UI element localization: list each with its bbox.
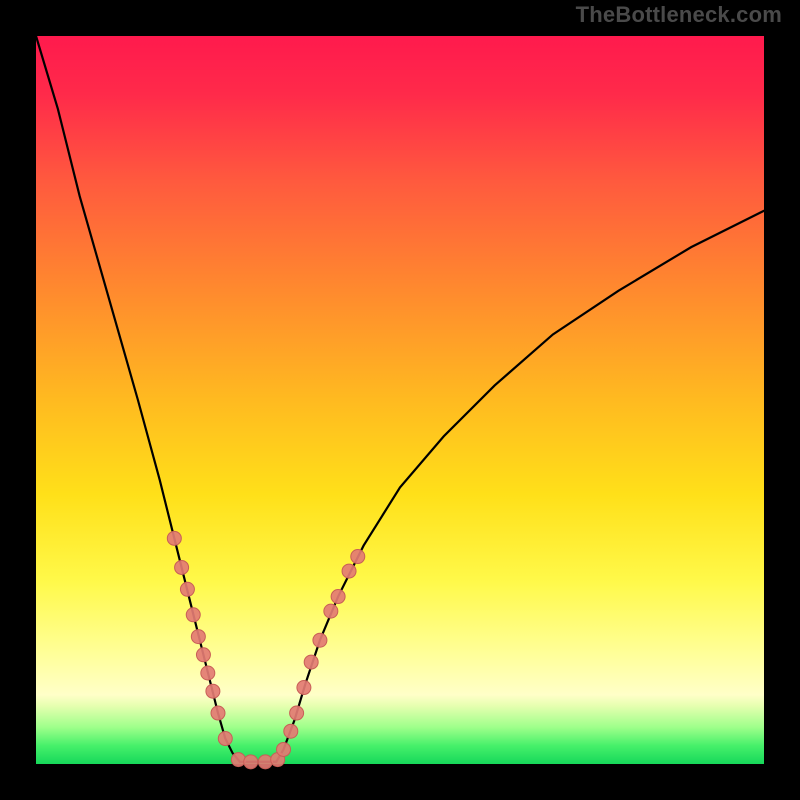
data-marker [196, 648, 210, 662]
data-marker [167, 531, 181, 545]
data-marker [244, 755, 258, 769]
data-marker [324, 604, 338, 618]
plot-svg [0, 0, 800, 800]
data-marker [211, 706, 225, 720]
data-marker [175, 560, 189, 574]
data-marker [277, 742, 291, 756]
data-marker [284, 724, 298, 738]
data-marker [313, 633, 327, 647]
data-marker [206, 684, 220, 698]
data-marker [186, 608, 200, 622]
data-marker [304, 655, 318, 669]
data-marker [342, 564, 356, 578]
chart-container: { "figure": { "type": "line", "width": 8… [0, 0, 800, 800]
data-marker [201, 666, 215, 680]
data-marker [331, 590, 345, 604]
data-marker [180, 582, 194, 596]
data-marker [297, 681, 311, 695]
data-marker [351, 550, 365, 564]
data-marker [231, 753, 245, 767]
data-marker [218, 732, 232, 746]
data-marker [191, 630, 205, 644]
watermark-text: TheBottleneck.com [576, 2, 782, 28]
data-marker [258, 755, 272, 769]
data-marker [290, 706, 304, 720]
plot-area [36, 36, 764, 764]
